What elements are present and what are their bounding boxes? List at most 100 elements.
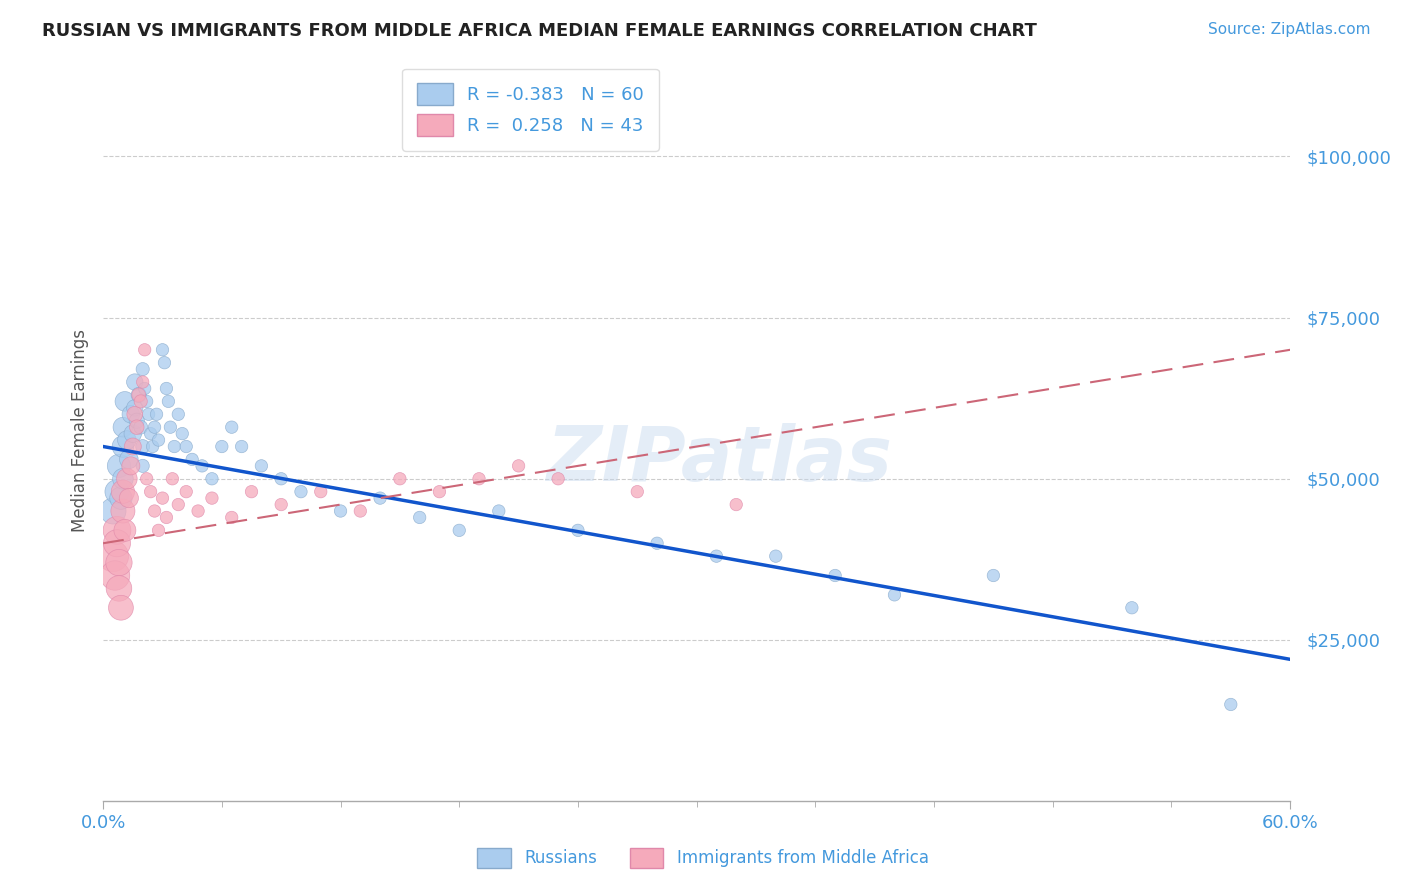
Point bbox=[221, 420, 243, 434]
Point bbox=[824, 568, 846, 582]
Text: Source: ZipAtlas.com: Source: ZipAtlas.com bbox=[1208, 22, 1371, 37]
Point bbox=[1219, 698, 1241, 712]
Point bbox=[488, 504, 510, 518]
Point bbox=[115, 433, 138, 447]
Point bbox=[139, 426, 162, 441]
Point bbox=[270, 472, 292, 486]
Point bbox=[101, 504, 124, 518]
Point bbox=[167, 498, 190, 512]
Point bbox=[108, 458, 131, 473]
Point bbox=[547, 472, 569, 486]
Point bbox=[1121, 600, 1143, 615]
Point bbox=[162, 472, 184, 486]
Point bbox=[201, 472, 224, 486]
Point bbox=[108, 582, 131, 596]
Point bbox=[142, 440, 165, 454]
Point bbox=[159, 420, 181, 434]
Legend: Russians, Immigrants from Middle Africa: Russians, Immigrants from Middle Africa bbox=[471, 841, 935, 875]
Point bbox=[110, 491, 132, 505]
Point bbox=[121, 426, 143, 441]
Point bbox=[309, 484, 332, 499]
Point bbox=[221, 510, 243, 524]
Point bbox=[157, 394, 180, 409]
Point bbox=[329, 504, 352, 518]
Point bbox=[231, 440, 253, 454]
Point bbox=[131, 440, 153, 454]
Point bbox=[290, 484, 312, 499]
Point bbox=[983, 568, 1005, 582]
Point bbox=[187, 504, 209, 518]
Point bbox=[508, 458, 530, 473]
Point bbox=[240, 484, 263, 499]
Point bbox=[349, 504, 371, 518]
Y-axis label: Median Female Earnings: Median Female Earnings bbox=[72, 329, 89, 532]
Point bbox=[120, 407, 142, 421]
Point bbox=[388, 472, 411, 486]
Point bbox=[135, 472, 157, 486]
Point bbox=[118, 452, 141, 467]
Point bbox=[645, 536, 668, 550]
Point bbox=[155, 382, 177, 396]
Point bbox=[111, 504, 134, 518]
Point bbox=[153, 356, 176, 370]
Point bbox=[368, 491, 391, 505]
Point bbox=[139, 484, 162, 499]
Point bbox=[765, 549, 787, 563]
Point bbox=[883, 588, 905, 602]
Point bbox=[105, 536, 128, 550]
Point bbox=[125, 420, 148, 434]
Point bbox=[148, 524, 170, 538]
Point bbox=[101, 549, 124, 563]
Point bbox=[181, 452, 204, 467]
Point bbox=[155, 510, 177, 524]
Point bbox=[191, 458, 214, 473]
Point bbox=[131, 375, 153, 389]
Point bbox=[167, 407, 190, 421]
Point bbox=[174, 440, 197, 454]
Point bbox=[121, 440, 143, 454]
Point bbox=[131, 362, 153, 376]
Text: RUSSIAN VS IMMIGRANTS FROM MIDDLE AFRICA MEDIAN FEMALE EARNINGS CORRELATION CHAR: RUSSIAN VS IMMIGRANTS FROM MIDDLE AFRICA… bbox=[42, 22, 1038, 40]
Point bbox=[124, 375, 146, 389]
Point bbox=[567, 524, 589, 538]
Point bbox=[120, 458, 142, 473]
Point bbox=[110, 600, 132, 615]
Point bbox=[270, 498, 292, 512]
Point bbox=[135, 394, 157, 409]
Point bbox=[114, 524, 136, 538]
Point bbox=[134, 343, 156, 357]
Point bbox=[129, 420, 152, 434]
Point bbox=[145, 407, 167, 421]
Legend: R = -0.383   N = 60, R =  0.258   N = 43: R = -0.383 N = 60, R = 0.258 N = 43 bbox=[402, 69, 658, 151]
Point bbox=[115, 472, 138, 486]
Point bbox=[250, 458, 273, 473]
Point bbox=[468, 472, 491, 486]
Point bbox=[626, 484, 648, 499]
Point bbox=[114, 394, 136, 409]
Point bbox=[128, 388, 150, 402]
Point bbox=[152, 491, 174, 505]
Point bbox=[148, 433, 170, 447]
Point bbox=[211, 440, 233, 454]
Point bbox=[108, 556, 131, 570]
Point bbox=[131, 458, 153, 473]
Point bbox=[111, 440, 134, 454]
Point bbox=[138, 407, 160, 421]
Point bbox=[118, 491, 141, 505]
Point bbox=[129, 394, 152, 409]
Point bbox=[124, 401, 146, 415]
Point bbox=[172, 426, 194, 441]
Point bbox=[111, 420, 134, 434]
Point bbox=[143, 420, 166, 434]
Point bbox=[128, 388, 150, 402]
Point bbox=[125, 414, 148, 428]
Point bbox=[725, 498, 748, 512]
Point bbox=[105, 484, 128, 499]
Text: ZIPatlas: ZIPatlas bbox=[547, 423, 893, 497]
Point bbox=[449, 524, 471, 538]
Point bbox=[111, 472, 134, 486]
Point bbox=[408, 510, 430, 524]
Point bbox=[174, 484, 197, 499]
Point bbox=[163, 440, 186, 454]
Point bbox=[152, 343, 174, 357]
